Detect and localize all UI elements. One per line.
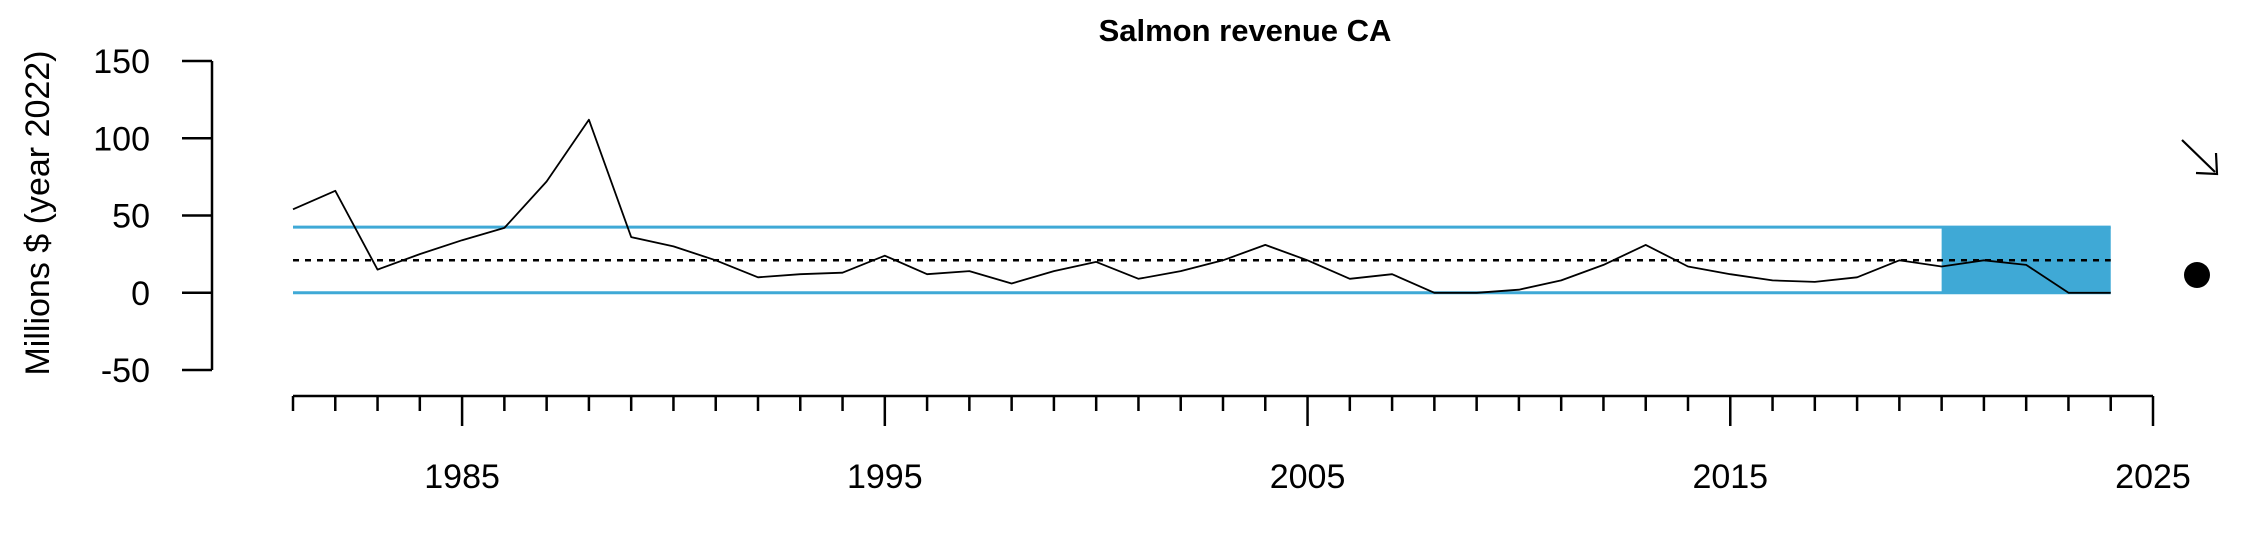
trend-arrow-icon <box>2181 139 2219 176</box>
indicators <box>2181 139 2219 288</box>
y-axis: -50 0 50 100 150 <box>93 43 214 390</box>
x-tick-label: 2025 <box>2115 458 2191 496</box>
y-axis-label: Millions $ (year 2022) <box>19 50 57 375</box>
y-tick-label: 100 <box>93 120 150 158</box>
trend-arrow-shaft <box>2181 139 2216 173</box>
series-line <box>292 118 2111 294</box>
y-tick-label: -50 <box>101 352 150 390</box>
y-tick-label: 0 <box>131 275 150 313</box>
x-axis: 1985 1995 2005 2015 2025 <box>291 394 2191 496</box>
y-tick-label: 150 <box>93 43 150 81</box>
y-tick-label: 50 <box>112 198 150 236</box>
status-dot-icon <box>2184 262 2210 288</box>
x-tick-label: 1985 <box>424 458 500 496</box>
x-tick-label: 2015 <box>1692 458 1768 496</box>
trend-arrow-head <box>2195 152 2219 176</box>
x-tick-label: 2005 <box>1270 458 1346 496</box>
plot-area <box>292 118 2111 295</box>
x-tick-label: 1995 <box>847 458 923 496</box>
chart-title: Salmon revenue CA <box>1099 13 1392 48</box>
